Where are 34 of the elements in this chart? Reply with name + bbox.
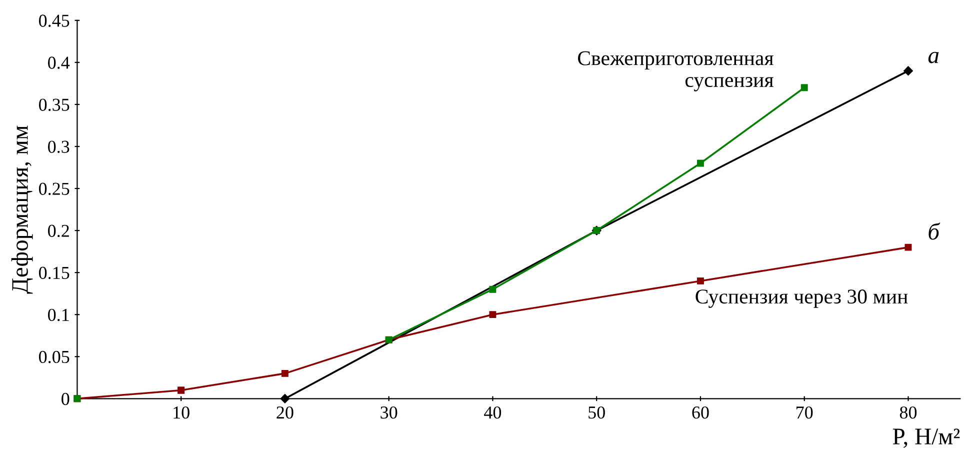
x-tick-label: 20 xyxy=(276,406,294,419)
x-tick-label: 60 xyxy=(692,406,709,419)
point xyxy=(904,66,913,76)
y-tick-label: 0 xyxy=(62,392,70,406)
x-tick-label: 80 xyxy=(900,406,917,419)
series-label: Свежеприготовленная суспензия xyxy=(578,51,774,92)
point xyxy=(904,244,912,251)
y-tick-label: 0.1 xyxy=(48,308,69,322)
y-tick-label: 0.2 xyxy=(48,224,69,238)
y-tick-label: 0.4 xyxy=(48,56,70,69)
x-tick-label: 50 xyxy=(588,406,605,419)
x-tick-label: 30 xyxy=(380,406,398,419)
point xyxy=(280,394,290,404)
point xyxy=(800,84,808,92)
annotation: а xyxy=(928,52,939,64)
x-tick-label: 40 xyxy=(484,406,502,419)
x-tick-label: 70 xyxy=(796,406,813,419)
point xyxy=(697,160,704,167)
series-label: Суспензия через 30 мин xyxy=(696,290,908,308)
y-tick-label: 0.45 xyxy=(39,14,70,27)
y-tick-label: 0.15 xyxy=(39,266,70,280)
point xyxy=(281,370,288,377)
point xyxy=(697,277,704,284)
y-tick-label: 0.3 xyxy=(48,140,70,153)
point xyxy=(489,286,496,293)
x-axis-title: P, Н/м² xyxy=(892,428,960,448)
x-tick-label: 10 xyxy=(174,406,190,419)
y-tick-label: 0.25 xyxy=(39,182,70,196)
y-tick-label: 0.35 xyxy=(39,98,70,111)
point xyxy=(178,386,185,394)
point xyxy=(489,311,496,318)
annotation: б xyxy=(928,222,940,240)
y-axis-title: Деформация, мм xyxy=(11,126,33,294)
y-tick-label: 0.05 xyxy=(39,350,70,364)
